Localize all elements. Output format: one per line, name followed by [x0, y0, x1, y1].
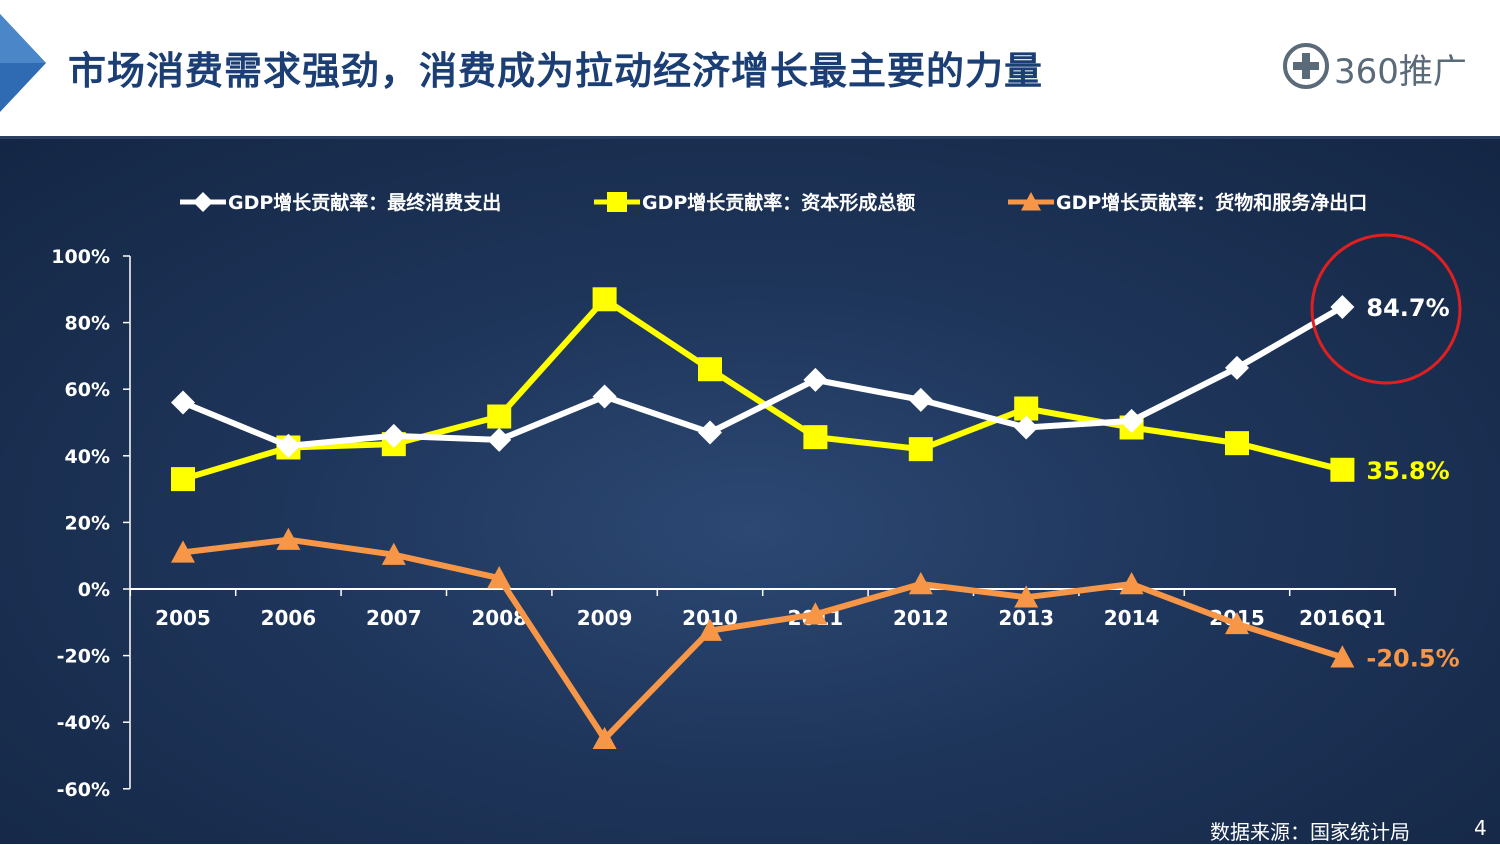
data-point-square	[1014, 396, 1039, 421]
y-tick-label: 80%	[65, 313, 110, 335]
end-value-label: 35.8%	[1366, 457, 1449, 485]
data-point-diamond	[803, 367, 828, 392]
legend-label: GDP增长贡献率：最终消费支出	[228, 191, 501, 214]
data-point-square	[592, 287, 617, 312]
data-point-diamond	[381, 423, 406, 448]
data-point-triangle	[1330, 645, 1355, 668]
data-point-square	[171, 467, 195, 492]
data-point-square	[803, 425, 828, 450]
y-tick-label: -60%	[57, 779, 110, 801]
legend-label: GDP增长贡献率：资本形成总额	[642, 191, 915, 214]
end-value-label: 84.7%	[1366, 294, 1449, 322]
data-point-diamond	[1225, 355, 1249, 380]
data-point-square	[1330, 457, 1355, 482]
x-tick-label: 2006	[261, 606, 317, 630]
data-point-triangle	[276, 527, 301, 550]
data-point-triangle	[803, 602, 828, 625]
x-tick-label: 2007	[366, 606, 422, 630]
series-line-2	[180, 536, 1346, 742]
data-source: 数据来源：国家统计局	[1210, 820, 1410, 844]
y-tick-label: 40%	[65, 446, 110, 468]
logo-text: 360推广	[1334, 52, 1467, 92]
data-point-square	[1225, 431, 1249, 456]
plus-circle-icon	[1283, 43, 1329, 89]
y-tick-label: 0%	[78, 579, 110, 601]
y-tick-label: 20%	[65, 512, 110, 534]
y-tick-label: -40%	[57, 712, 110, 734]
data-point-triangle	[1014, 585, 1039, 608]
data-point-triangle	[908, 572, 933, 595]
data-point-diamond	[1014, 415, 1039, 440]
data-point-triangle	[698, 618, 722, 641]
data-point-diamond	[1119, 408, 1144, 433]
y-tick-label: -20%	[57, 646, 110, 668]
data-point-diamond	[908, 387, 933, 412]
x-tick-label: 2009	[577, 606, 633, 630]
data-point-triangle	[592, 726, 617, 750]
x-tick-label: 2013	[998, 606, 1054, 630]
data-point-triangle	[171, 540, 195, 563]
x-tick-label: 2005	[155, 606, 211, 630]
header-arrow-icon	[0, 14, 46, 112]
x-tick-label: 2012	[893, 606, 949, 630]
slide-header: 市场消费需求强劲，消费成为拉动经济增长最主要的力量 360推广	[0, 0, 1500, 139]
chart-panel: 100% 80% 60% 40% 20% 0% -20% -40% -60% 2005 2006 20…	[0, 139, 1500, 844]
data-point-triangle	[1119, 572, 1144, 595]
legend-marker-square	[607, 192, 627, 212]
data-point-triangle	[381, 542, 406, 565]
y-tick-label: 100%	[51, 246, 110, 268]
x-tick-label: 2016Q1	[1299, 606, 1386, 630]
line-chart: 100% 80% 60% 40% 20% 0% -20% -40% -60% 2005 2006 20…	[51, 191, 1462, 801]
series-line-0	[180, 303, 1346, 449]
data-point-diamond	[487, 427, 512, 452]
data-point-diamond	[1330, 294, 1355, 319]
data-point-square	[908, 437, 933, 462]
brand-logo: 360推广	[1282, 42, 1467, 92]
data-point-diamond	[698, 420, 722, 445]
legend-marker-triangle	[1021, 192, 1041, 211]
highlight-circle	[1310, 233, 1462, 385]
x-tick-label: 2014	[1104, 606, 1160, 630]
y-tick-label: 60%	[65, 379, 110, 401]
data-point-diamond	[592, 384, 617, 409]
data-point-square	[698, 357, 722, 382]
page-title: 市场消费需求强劲，消费成为拉动经济增长最主要的力量	[68, 49, 1044, 93]
data-point-square	[487, 404, 512, 429]
page-number: 4	[1474, 816, 1487, 840]
data-point-diamond	[276, 433, 301, 458]
legend-marker-diamond	[193, 192, 213, 212]
data-point-triangle	[1225, 611, 1249, 635]
end-value-label: -20.5%	[1366, 644, 1459, 672]
data-point-triangle	[487, 566, 512, 589]
series-line-1	[180, 296, 1346, 483]
legend-label: GDP增长贡献率：货物和服务净出口	[1056, 191, 1367, 214]
data-point-diamond	[171, 390, 195, 415]
